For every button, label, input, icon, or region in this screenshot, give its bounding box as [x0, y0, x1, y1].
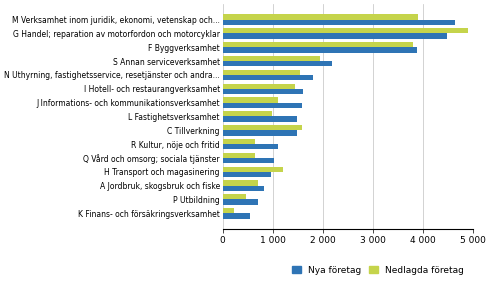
- Legend: Nya företag, Nedlagda företag: Nya företag, Nedlagda företag: [288, 262, 467, 279]
- Bar: [222, 47, 417, 53]
- Bar: [222, 139, 255, 144]
- Bar: [222, 14, 418, 20]
- Bar: [222, 194, 245, 199]
- Bar: [222, 61, 332, 66]
- Bar: [222, 130, 297, 136]
- Bar: [222, 89, 303, 94]
- Bar: [222, 125, 302, 130]
- Bar: [222, 20, 455, 25]
- Bar: [222, 34, 447, 39]
- Bar: [222, 84, 295, 89]
- Bar: [222, 97, 278, 103]
- Bar: [222, 75, 313, 80]
- Bar: [222, 117, 297, 122]
- Bar: [222, 180, 258, 186]
- Bar: [222, 213, 250, 219]
- Bar: [222, 144, 278, 149]
- Bar: [222, 158, 274, 163]
- Bar: [222, 111, 272, 117]
- Bar: [222, 172, 271, 177]
- Bar: [222, 199, 258, 205]
- Bar: [222, 103, 302, 108]
- Bar: [222, 153, 255, 158]
- Bar: [222, 186, 264, 191]
- Bar: [222, 56, 320, 61]
- Bar: [222, 28, 468, 34]
- Bar: [222, 70, 300, 75]
- Bar: [222, 42, 413, 47]
- Bar: [222, 166, 283, 172]
- Bar: [222, 208, 234, 213]
